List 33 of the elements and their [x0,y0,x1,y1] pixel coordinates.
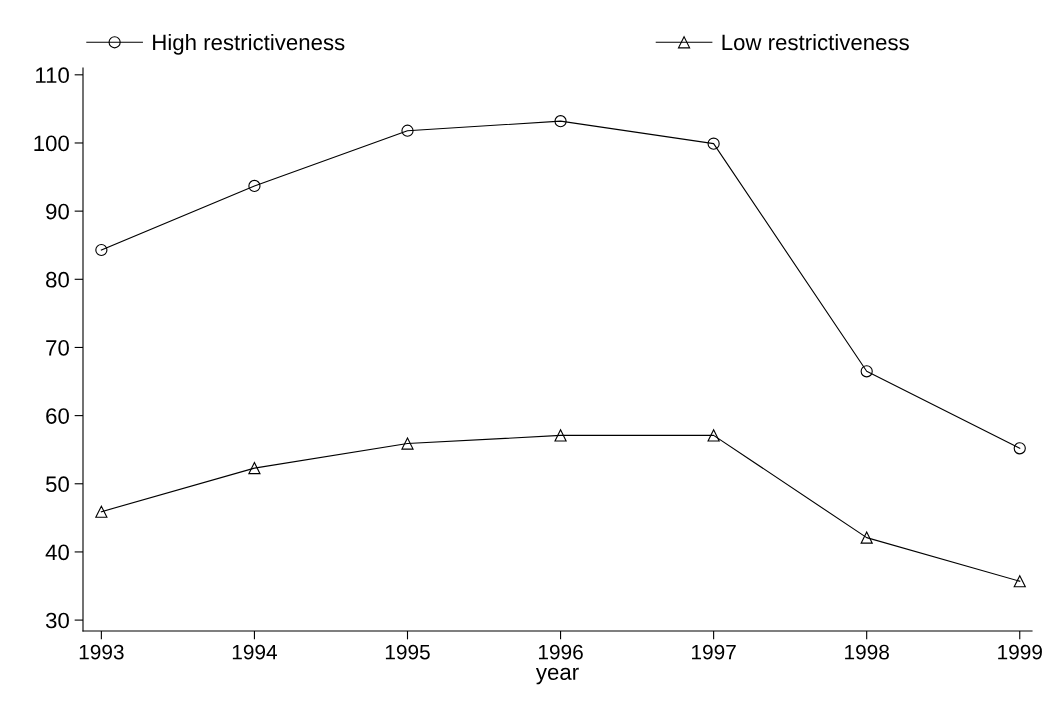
point [248,179,261,193]
point [860,531,873,544]
y-tick-label: 30 [45,612,69,629]
y-tick-label: 100 [34,135,69,152]
point [860,365,873,378]
point [401,437,414,450]
y-tick-label: 40 [45,544,69,561]
y-tick-label: 90 [46,203,69,220]
point [248,461,261,475]
y-tick-label: 70 [46,339,69,356]
point [1013,442,1026,455]
x-tick-label: 1996 [538,644,583,660]
legend-label: Low restrictiveness [722,33,909,51]
x-tick-label: 1999 [998,644,1042,660]
point [95,505,108,518]
x-tick-label: 1997 [692,644,736,660]
x-axis-title: year [535,667,579,685]
point [95,243,108,257]
point [707,137,720,150]
y-tick-label: 50 [45,476,69,493]
legend-label: High restrictiveness [153,33,345,55]
x-tick-label: 1995 [385,644,430,660]
point [554,115,567,128]
x-tick-label: 1993 [79,644,124,660]
point [401,124,414,137]
x-tick-label: 1994 [232,644,277,660]
y-tick-label: 80 [46,271,69,288]
point [707,429,720,442]
y-tick-label: 60 [46,408,69,424]
point [1013,575,1026,588]
x-tick-label: 1998 [845,644,889,660]
point [554,429,567,442]
y-tick-label: 110 [36,67,69,84]
